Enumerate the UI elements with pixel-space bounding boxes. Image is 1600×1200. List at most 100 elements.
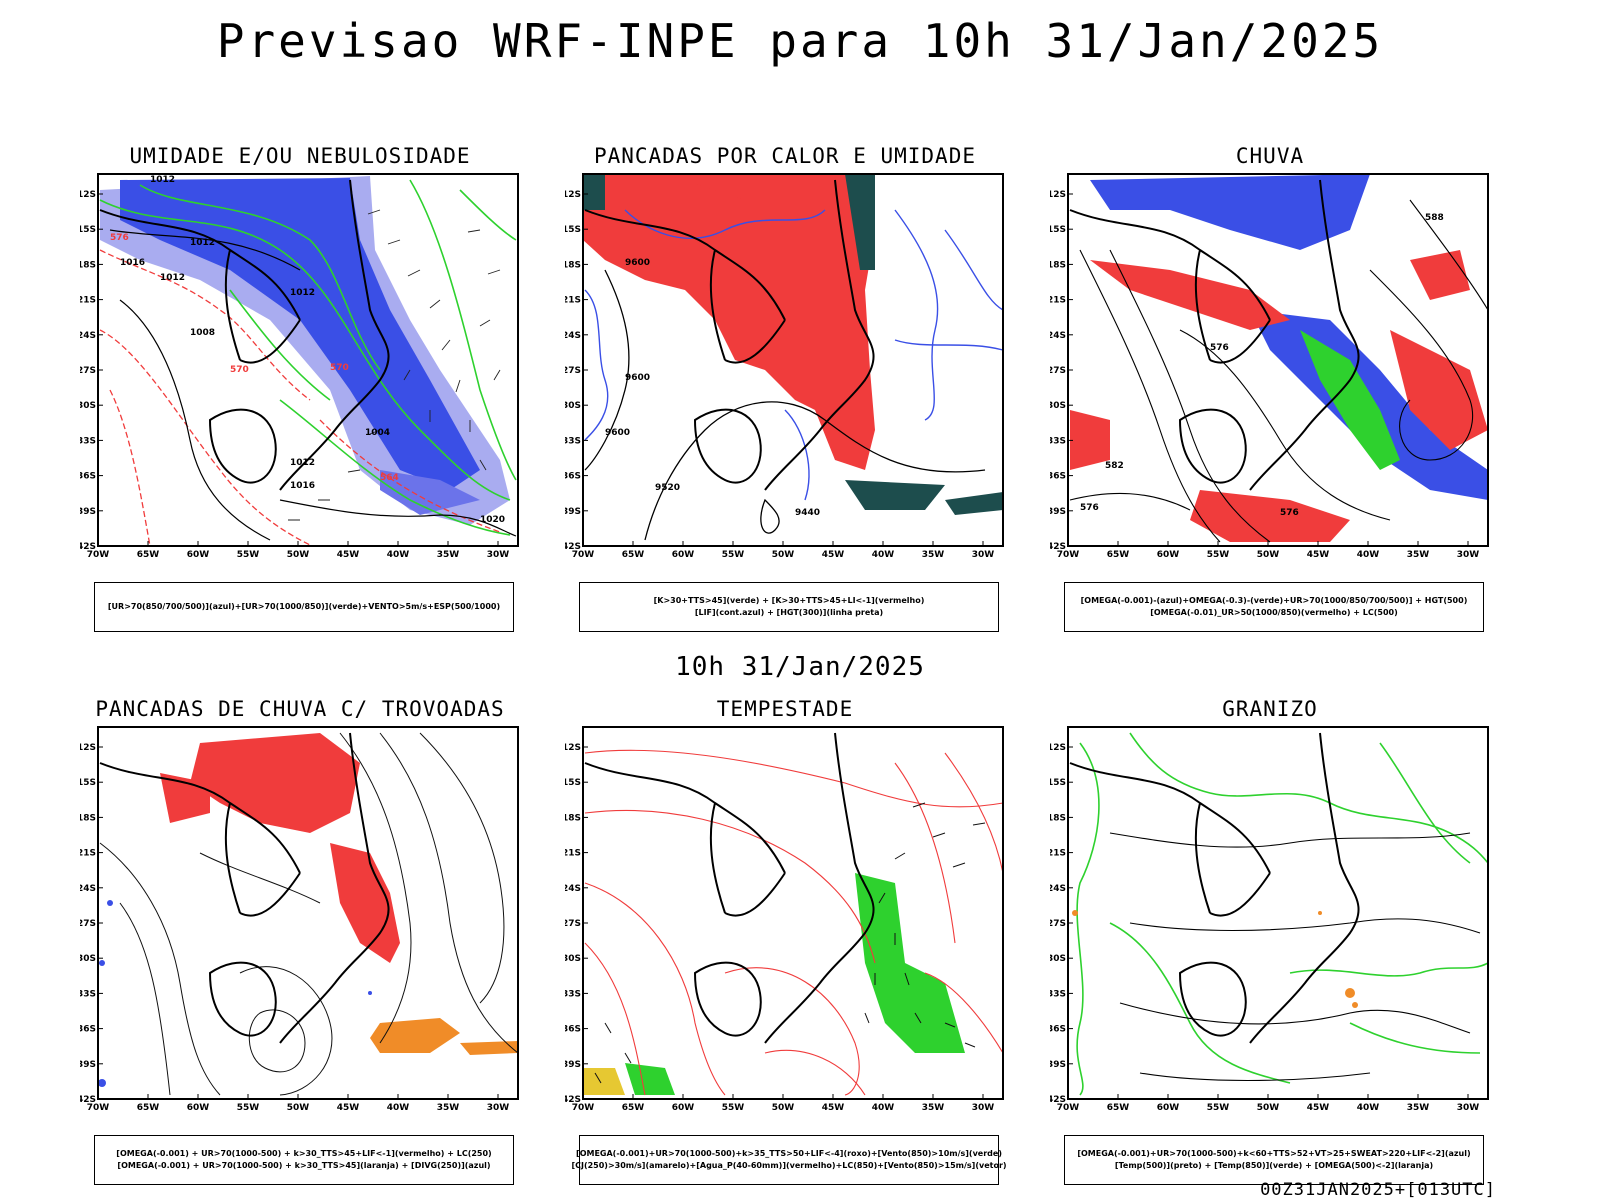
legend-line: [Temp(500)](preto) + [Temp(850)](verde) … — [1114, 1161, 1434, 1170]
lat-tick-label: 33S — [1050, 989, 1066, 999]
lon-tick-label: 35W — [1407, 1103, 1430, 1113]
lon-tick-label: 55W — [237, 1103, 260, 1113]
lat-tick-label: 18S — [565, 813, 581, 823]
lat-tick-label: 30S — [565, 401, 581, 411]
lat-tick-label: 15S — [80, 225, 96, 235]
panel-title: UMIDADE E/OU NEBULOSIDADE — [129, 144, 471, 168]
lon-tick-label: 65W — [137, 550, 160, 560]
lon-tick-label: 55W — [722, 550, 745, 560]
panel-chuva: CHUVA 12S 15S 18S 21S 24S 27S 30S 33S 36S 39S — [1050, 144, 1490, 646]
lon-tick-label: 45W — [822, 1103, 845, 1113]
contour-value-label: 1008 — [190, 328, 215, 338]
lat-tick-label: 30S — [1050, 401, 1066, 411]
geopotential-500 — [1069, 199, 1489, 543]
panel-title: GRANIZO — [1222, 697, 1318, 721]
lat-tick-label: 27S — [1050, 919, 1066, 929]
forecast-time: 10h 31/Jan/2025 — [675, 652, 925, 682]
lat-tick-label: 21S — [565, 849, 581, 859]
coastline-and-borders — [1069, 179, 1360, 491]
omega-500 — [1072, 910, 1358, 1008]
lat-tick-label: 15S — [1050, 778, 1066, 788]
lat-tick-label: 24S — [80, 331, 96, 341]
lon-tick-label: 60W — [672, 1103, 695, 1113]
lat-tick-label: 15S — [80, 778, 96, 788]
lon-tick-label: 35W — [1407, 550, 1430, 560]
lat-tick-label: 33S — [565, 989, 581, 999]
lon-tick-label: 35W — [922, 550, 945, 560]
contour-value-label: 9600 — [625, 373, 650, 383]
lon-tick-label: 60W — [1157, 550, 1180, 560]
lat-tick-label: 18S — [1050, 260, 1066, 270]
lon-tick-label: 30W — [1457, 550, 1480, 560]
lon-tick-label: 65W — [622, 1103, 645, 1113]
lat-tick-label: 30S — [80, 954, 96, 964]
lon-tick-label: 45W — [337, 1103, 360, 1113]
divergence-250 — [98, 900, 372, 1087]
panel-legend: [OMEGA(-0.001)-(azul)+OMEGA(-0.3)-(verde… — [1064, 582, 1484, 632]
panel-title: PANCADAS DE CHUVA C/ TROVOADAS — [95, 697, 505, 721]
lon-tick-label: 40W — [872, 550, 895, 560]
contour-value-label: 576 — [110, 233, 129, 243]
humidity-mid-layer — [100, 176, 510, 525]
lat-tick-label: 15S — [1050, 225, 1066, 235]
lat-tick-label: 42S — [565, 542, 581, 552]
lon-tick-label: 70W — [572, 1103, 595, 1113]
contour-value-label: 1012 — [290, 288, 315, 298]
contour-value-label: 576 — [1280, 508, 1299, 518]
lat-tick-label: 30S — [565, 954, 581, 964]
panel-title: TEMPESTADE — [716, 697, 854, 721]
lon-tick-label: 35W — [437, 550, 460, 560]
lat-tick-label: 39S — [1050, 507, 1066, 517]
thickness-contours — [99, 249, 501, 547]
lat-tick-label: 30S — [1050, 954, 1066, 964]
lon-tick-label: 55W — [722, 1103, 745, 1113]
contour-value-label: 576 — [1080, 503, 1099, 513]
lat-tick-label: 42S — [80, 542, 96, 552]
contour-value-label: 1016 — [290, 481, 315, 491]
contour-value-label: 1020 — [480, 515, 505, 525]
lon-tick-label: 65W — [1107, 550, 1130, 560]
lat-tick-label: 39S — [80, 1060, 96, 1070]
panel-title: PANCADAS POR CALOR E UMIDADE — [593, 144, 976, 168]
temp-500-contours — [1109, 832, 1481, 1082]
lat-tick-label: 27S — [80, 366, 96, 376]
lat-tick-label: 39S — [1050, 1060, 1066, 1070]
geopotential-300 — [584, 269, 986, 541]
lon-tick-label: 60W — [1157, 1103, 1180, 1113]
lat-tick-label: 15S — [565, 225, 581, 235]
coastline-and-borders — [584, 179, 875, 491]
lat-tick-label: 18S — [80, 813, 96, 823]
run-timestamp: 00Z31JAN2025+[013UTC] — [1260, 1180, 1496, 1200]
lat-tick-label: 18S — [80, 260, 96, 270]
contour-value-label: 9600 — [605, 428, 630, 438]
lat-tick-label: 21S — [1050, 849, 1066, 859]
lon-tick-label: 70W — [1057, 550, 1080, 560]
wind-vectors — [594, 802, 986, 1084]
lon-tick-label: 45W — [1307, 550, 1330, 560]
coastline-and-borders — [584, 732, 875, 1044]
lon-tick-label: 70W — [572, 550, 595, 560]
lon-tick-label: 60W — [187, 550, 210, 560]
lat-tick-label: 27S — [565, 919, 581, 929]
lon-tick-label: 45W — [1307, 1103, 1330, 1113]
streamlines-850 — [584, 749, 1004, 1096]
contour-value-label: 570 — [230, 365, 249, 375]
lon-tick-label: 65W — [1107, 1103, 1130, 1113]
coastline-and-borders — [99, 732, 390, 1044]
lat-tick-label: 24S — [80, 884, 96, 894]
lon-tick-label: 40W — [1357, 1103, 1380, 1113]
lon-tick-label: 65W — [137, 1103, 160, 1113]
panel-tempestade: TEMPESTADE 12S 15S 18S 21S 24S 27S 30S 3 — [565, 697, 1007, 1199]
lat-tick-label: 36S — [80, 472, 96, 482]
lat-tick-label: 12S — [80, 743, 96, 753]
lat-tick-label: 12S — [1050, 190, 1066, 200]
lon-tick-label: 40W — [872, 1103, 895, 1113]
lon-tick-label: 65W — [622, 550, 645, 560]
lat-tick-label: 36S — [565, 1025, 581, 1035]
lon-tick-label: 35W — [437, 1103, 460, 1113]
lat-tick-label: 36S — [565, 472, 581, 482]
